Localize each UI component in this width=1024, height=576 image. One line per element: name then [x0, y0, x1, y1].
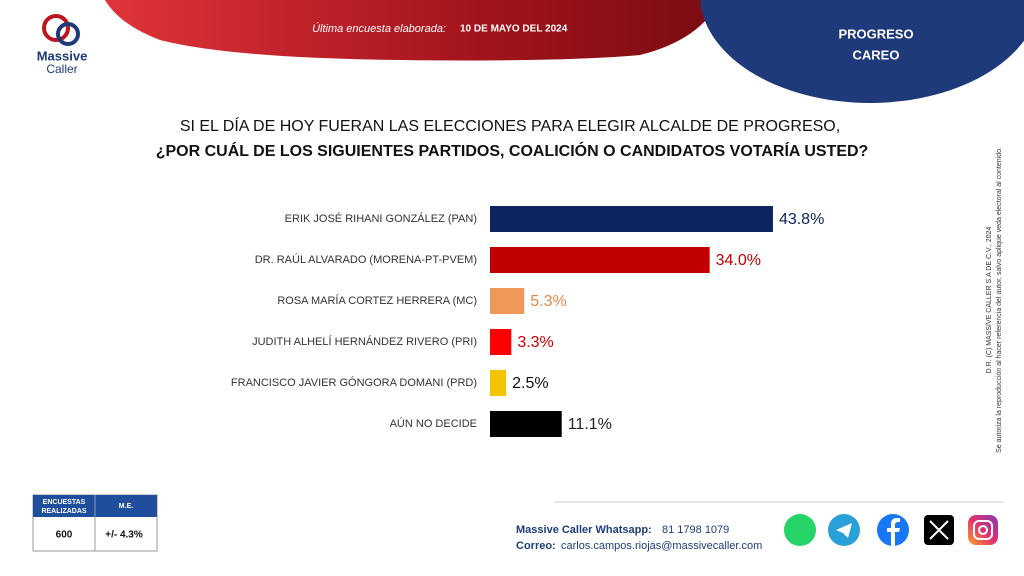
bar — [490, 370, 507, 396]
header-band — [105, 0, 720, 61]
category-label: DR. RAÚL ALVARADO (MORENA-PT-PVEM) — [255, 253, 477, 266]
place: PROGRESO — [838, 26, 913, 41]
bar — [490, 329, 512, 355]
category-label: AÚN NO DECIDE — [390, 417, 477, 430]
table-header: M.E. — [119, 503, 133, 510]
logo — [42, 14, 80, 46]
kind: CAREO — [853, 47, 900, 62]
bar-chart: ERIK JOSÉ RIHANI GONZÁLEZ (PAN) 43.8% DR. … — [231, 206, 824, 437]
bar — [490, 206, 773, 232]
category-label: FRANCISCO JAVIER GÓNGORA DOMANI (PRD) — [231, 376, 477, 389]
table-cell: 600 — [56, 530, 73, 541]
survey-label: Última encuesta elaborada: — [312, 22, 446, 35]
whatsapp-label: Massive Caller Whatsapp: — [516, 524, 652, 536]
bar — [490, 247, 710, 273]
value-label: 3.3% — [517, 334, 553, 351]
email: carlos.campos.riojas@massivecaller.com — [561, 540, 762, 552]
value-label: 2.5% — [512, 375, 548, 392]
legal: D.R. (C) MASSIVE CALLER S.A DE C.V., 202… — [986, 226, 993, 373]
table-header: ENCUESTAS — [43, 499, 86, 506]
category-label: JUDITH ALHELÍ HERNÁNDEZ RIVERO (PRI) — [252, 335, 477, 348]
value-label: 5.3% — [530, 293, 566, 310]
social-icons — [784, 514, 998, 546]
table-cell: +/- 4.3% — [105, 530, 143, 541]
email-label: Correo: — [516, 540, 556, 552]
category-label: ROSA MARÍA CORTEZ HERRERA (MC) — [277, 294, 477, 307]
header-circle — [700, 0, 1024, 103]
value-label: 34.0% — [716, 252, 761, 269]
survey-table: ENCUESTAS REALIZADAS M.E. 600 +/- 4.3% — [32, 494, 158, 552]
whatsapp-icon[interactable] — [784, 514, 816, 546]
table-header: REALIZADAS — [41, 508, 86, 515]
chart-subtitle: ¿POR CUÁL DE LOS SIGUIENTES PARTIDOS, CO… — [156, 141, 869, 160]
category-label: ERIK JOSÉ RIHANI GONZÁLEZ (PAN) — [285, 212, 477, 225]
brand: Caller — [46, 62, 77, 76]
legal: Se autoriza la reproducción al hacer ref… — [996, 147, 1003, 453]
value-label: 11.1% — [568, 416, 612, 433]
survey-date: 10 DE MAYO DEL 2024 — [460, 24, 568, 35]
value-label: 43.8% — [779, 211, 824, 228]
bar — [490, 411, 562, 437]
brand: Massive — [37, 48, 88, 63]
chart-title: SI EL DÍA DE HOY FUERAN LAS ELECCIONES P… — [180, 116, 840, 135]
instagram-icon[interactable] — [968, 515, 998, 545]
bar — [490, 288, 525, 314]
whatsapp: 81 1798 1079 — [662, 524, 729, 536]
